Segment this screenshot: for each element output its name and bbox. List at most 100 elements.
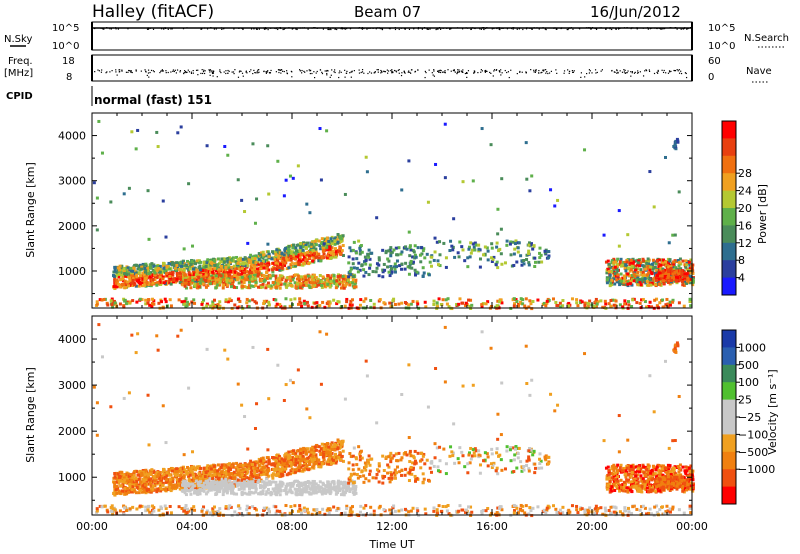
power-cell (362, 274, 366, 278)
power-cell (666, 302, 670, 306)
power-cell (521, 302, 525, 306)
power-cell (205, 261, 209, 265)
velocity-cell (275, 474, 279, 478)
power-cell (667, 241, 671, 245)
power-cell (349, 249, 353, 253)
power-cell (294, 257, 298, 261)
freq-point (393, 69, 396, 72)
freq-point (395, 70, 397, 72)
velocity-cell (289, 464, 293, 468)
power-cell (640, 273, 644, 277)
power-cell (185, 264, 189, 268)
power-cell (339, 252, 343, 256)
power-cell (217, 268, 221, 272)
power-cell (265, 276, 269, 280)
power-cell (187, 278, 191, 282)
freq-point (457, 69, 459, 71)
velocity-cell (175, 478, 179, 482)
power-cell (114, 281, 118, 285)
power-cell (258, 278, 262, 282)
velocity-cell (171, 480, 175, 484)
nsky-point (566, 28, 568, 31)
power-cell (147, 237, 151, 241)
power-cell (304, 241, 308, 245)
freq-point (119, 69, 121, 71)
power-cell (187, 282, 191, 286)
freq-point (265, 71, 267, 73)
velocity-cell (285, 473, 289, 477)
power-cell (296, 253, 300, 257)
power-cell (655, 259, 659, 263)
power-cell (517, 241, 521, 245)
power-cell (271, 268, 275, 272)
power-cell (279, 262, 283, 266)
power-cell (621, 305, 625, 309)
power-cell (204, 265, 208, 269)
power-cell (120, 266, 124, 270)
power-cell (614, 260, 618, 264)
power-cell (261, 250, 265, 254)
power-cell (354, 251, 358, 255)
power-cell (191, 276, 195, 280)
power-cell (358, 246, 362, 250)
freq-point (398, 69, 400, 71)
freq-point (484, 71, 487, 73)
power-cell (224, 265, 228, 269)
velocity-cell (263, 470, 267, 474)
power-cell (224, 269, 228, 273)
freq-point (174, 69, 176, 71)
power-cell (220, 257, 224, 261)
power-cell (276, 251, 280, 255)
power-cell (235, 255, 239, 259)
power-cell (626, 272, 630, 276)
power-cell (274, 277, 278, 281)
velocity-cell (117, 481, 121, 485)
power-cell (323, 305, 327, 309)
power-cell (320, 256, 324, 260)
power-cell (263, 275, 267, 279)
velocity-cell (225, 469, 229, 473)
power-cell (183, 302, 187, 306)
freq-point (533, 69, 535, 71)
power-cell (241, 279, 245, 283)
power-cell (452, 217, 456, 221)
power-cell (182, 268, 186, 272)
nsky-point (545, 28, 547, 31)
power-cell (421, 274, 425, 278)
nave-tick-low: 0 (708, 72, 714, 83)
power-cell (98, 298, 102, 302)
freq-point (209, 69, 211, 71)
power-cell (155, 268, 159, 272)
freq-point (648, 69, 650, 71)
power-cell (130, 130, 134, 134)
velocity-cell (307, 450, 311, 454)
freq-point (246, 72, 248, 74)
power-cell (661, 279, 665, 283)
power-cell (627, 260, 631, 264)
freq-tick-high: 18 (62, 56, 75, 67)
power-cell (609, 270, 613, 274)
velocity-cell (306, 447, 310, 451)
freq-point (304, 71, 306, 73)
power-cell (536, 298, 540, 302)
power-cell (298, 297, 302, 301)
power-cell (667, 273, 671, 277)
freq-point (160, 70, 162, 72)
freq-point (433, 69, 435, 71)
power-cell (206, 272, 210, 276)
velocity-cell (158, 485, 162, 489)
power-cell (325, 245, 329, 249)
power-cell (503, 261, 507, 265)
nsky-point (330, 28, 332, 31)
power-cell (236, 257, 240, 261)
power-cell (364, 297, 368, 301)
freq-panel: Freq. [MHz] 18 8 60 0 Nave (4, 54, 772, 83)
power-cell (680, 271, 684, 275)
velocity-cell (271, 476, 275, 480)
power-cell (326, 241, 330, 245)
power-cell (288, 276, 292, 280)
power-cell (678, 278, 682, 282)
freq-point (361, 71, 364, 73)
velocity-cell (336, 438, 340, 442)
power-cell (131, 283, 135, 287)
